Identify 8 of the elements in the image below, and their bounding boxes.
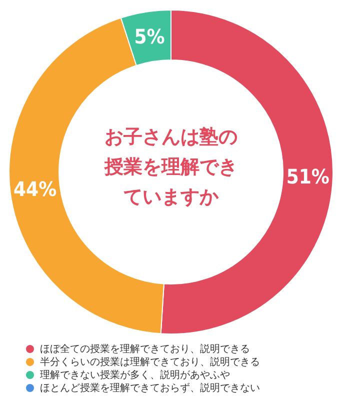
data-label: 51% bbox=[286, 164, 330, 188]
legend-label: 理解できない授業が多く、説明があやふや bbox=[40, 368, 230, 382]
legend-label: 半分くらいの授業は理解できており、説明できる bbox=[40, 356, 260, 368]
data-label: 5% bbox=[134, 24, 165, 49]
text: お子さんは塾の授業を理解できていますか bbox=[104, 125, 238, 210]
legend-label: ほとんど授業を理解できておらず、説明できない bbox=[40, 382, 260, 394]
legend-label: ほぼ全ての授業を理解できており、説明できる bbox=[40, 342, 250, 356]
data-label: 44% bbox=[14, 177, 57, 202]
